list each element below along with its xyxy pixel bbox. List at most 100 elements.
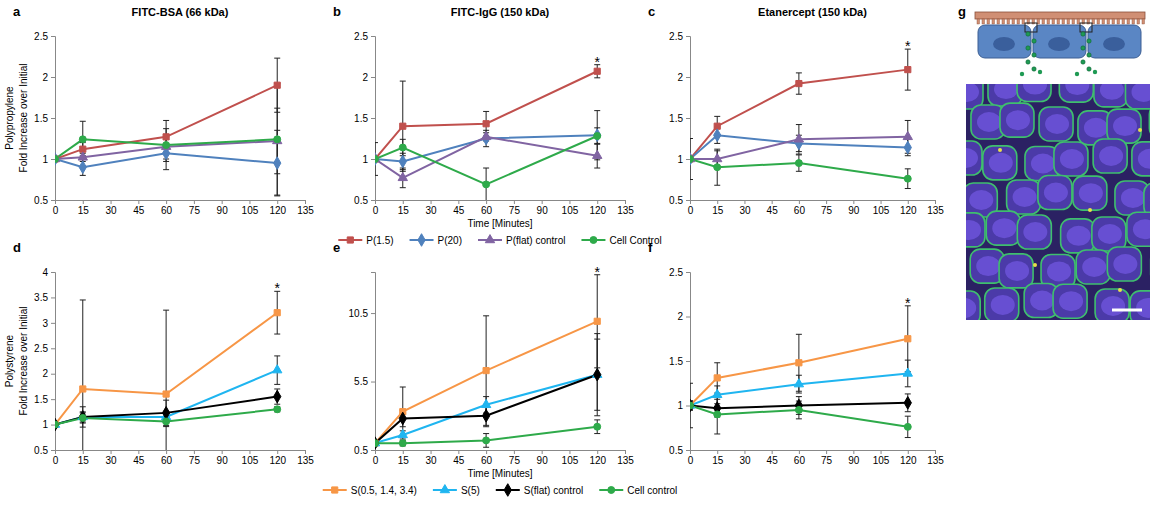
tick-label: 105	[242, 455, 259, 466]
tick-mark	[686, 406, 690, 407]
nucleus	[966, 84, 979, 102]
tick-mark	[486, 450, 487, 454]
tick-mark	[111, 450, 112, 454]
tick-mark	[194, 450, 195, 454]
error-bar	[483, 434, 489, 448]
speck	[1033, 263, 1037, 267]
speck	[998, 148, 1002, 152]
tick: 10.5	[349, 308, 375, 319]
marker	[161, 141, 170, 149]
cell-outline	[1107, 109, 1141, 143]
axis-line	[376, 201, 626, 205]
marker	[483, 437, 490, 444]
nucleus	[1044, 183, 1068, 203]
tick: 0	[373, 450, 379, 466]
cell-outline	[1061, 219, 1095, 253]
axis-line	[686, 37, 691, 201]
tick: 15	[712, 200, 724, 216]
tick: 30	[105, 450, 117, 466]
particle	[1026, 46, 1030, 50]
particle	[1026, 32, 1030, 36]
tick-mark	[717, 200, 718, 204]
particle	[1081, 60, 1085, 64]
chart-panel: 0.511.522.50153045607590105120135aFITC-B…	[4, 4, 314, 216]
marker	[594, 133, 601, 140]
tick-mark	[249, 450, 250, 454]
tick: 0	[53, 450, 59, 466]
marker	[274, 157, 281, 170]
speck	[1118, 288, 1122, 292]
chart-panel: 0.511.522.50153045607590105120135bFITC-I…	[333, 4, 662, 246]
legend-item: P(20)	[410, 234, 462, 247]
tick-mark	[542, 200, 543, 204]
cell-outline	[1007, 180, 1041, 214]
marker	[375, 437, 379, 450]
tick-label: 75	[509, 205, 521, 216]
tick-mark	[371, 77, 375, 78]
tick-label: 135	[297, 205, 314, 216]
tick-label: 1	[677, 400, 683, 411]
tick-label: 45	[453, 205, 465, 216]
tick-label: 60	[481, 205, 493, 216]
cell	[1033, 25, 1086, 58]
tick-mark	[371, 200, 375, 201]
tick-mark	[51, 297, 55, 298]
tick: 0	[373, 200, 379, 216]
tick: 30	[739, 200, 751, 216]
tick-label: 2	[677, 311, 683, 322]
tick-mark	[881, 200, 882, 204]
tick-mark	[542, 450, 543, 454]
marker	[796, 360, 802, 366]
legend-item: S(flat) control	[496, 484, 583, 497]
tick: 1	[42, 419, 55, 430]
pillar	[982, 19, 985, 24]
error-bar	[163, 416, 169, 426]
legend-swatch	[590, 237, 597, 244]
tick-mark	[371, 118, 375, 119]
tick-mark	[686, 361, 690, 362]
tick-mark	[305, 200, 306, 204]
marker	[55, 154, 60, 162]
x-axis: 0153045607590105120135	[373, 200, 635, 216]
nucleus	[1099, 146, 1123, 166]
marker	[904, 141, 911, 154]
tick-mark	[371, 159, 375, 160]
tick-label: 120	[269, 455, 286, 466]
tick: 0	[688, 200, 694, 216]
tick: 0.5	[354, 445, 375, 456]
tick: 0	[688, 450, 694, 466]
tick-label: 0	[53, 205, 59, 216]
legend-label: P(1.5)	[366, 235, 393, 246]
tick-label: 1.5	[34, 394, 48, 405]
particle	[1020, 72, 1024, 76]
tick: 135	[297, 200, 314, 216]
tick-label: 105	[873, 205, 890, 216]
tick-mark	[277, 450, 278, 454]
plot-area	[55, 291, 282, 450]
tick-label: 135	[617, 205, 634, 216]
tick-mark	[222, 200, 223, 204]
tick: 90	[848, 450, 860, 466]
error-bar	[905, 416, 911, 437]
panel-letter: g	[958, 4, 966, 19]
tick-mark	[51, 399, 55, 400]
tick-mark	[249, 200, 250, 204]
chart-panel: 0.511.522.50153045607590105120135cEtaner…	[648, 4, 944, 216]
particle	[1087, 39, 1091, 43]
error-bar	[80, 407, 86, 427]
tick-label: 0	[53, 455, 59, 466]
particle	[1032, 53, 1036, 57]
nucleus	[1006, 110, 1030, 130]
cell-outline	[1149, 104, 1150, 138]
y-axis: 0.511.522.5	[354, 31, 375, 206]
tick-mark	[51, 272, 55, 273]
tick: 45	[133, 450, 145, 466]
nucleus	[989, 153, 1013, 173]
tick-label: 60	[481, 455, 493, 466]
legend: P(1.5)P(20)P(flat) controlCell Control	[338, 234, 661, 247]
marker	[163, 134, 169, 140]
tick: 2.5	[669, 267, 690, 278]
tick-label: 30	[739, 205, 751, 216]
tick-label: 105	[562, 205, 579, 216]
error-bar	[796, 73, 802, 94]
